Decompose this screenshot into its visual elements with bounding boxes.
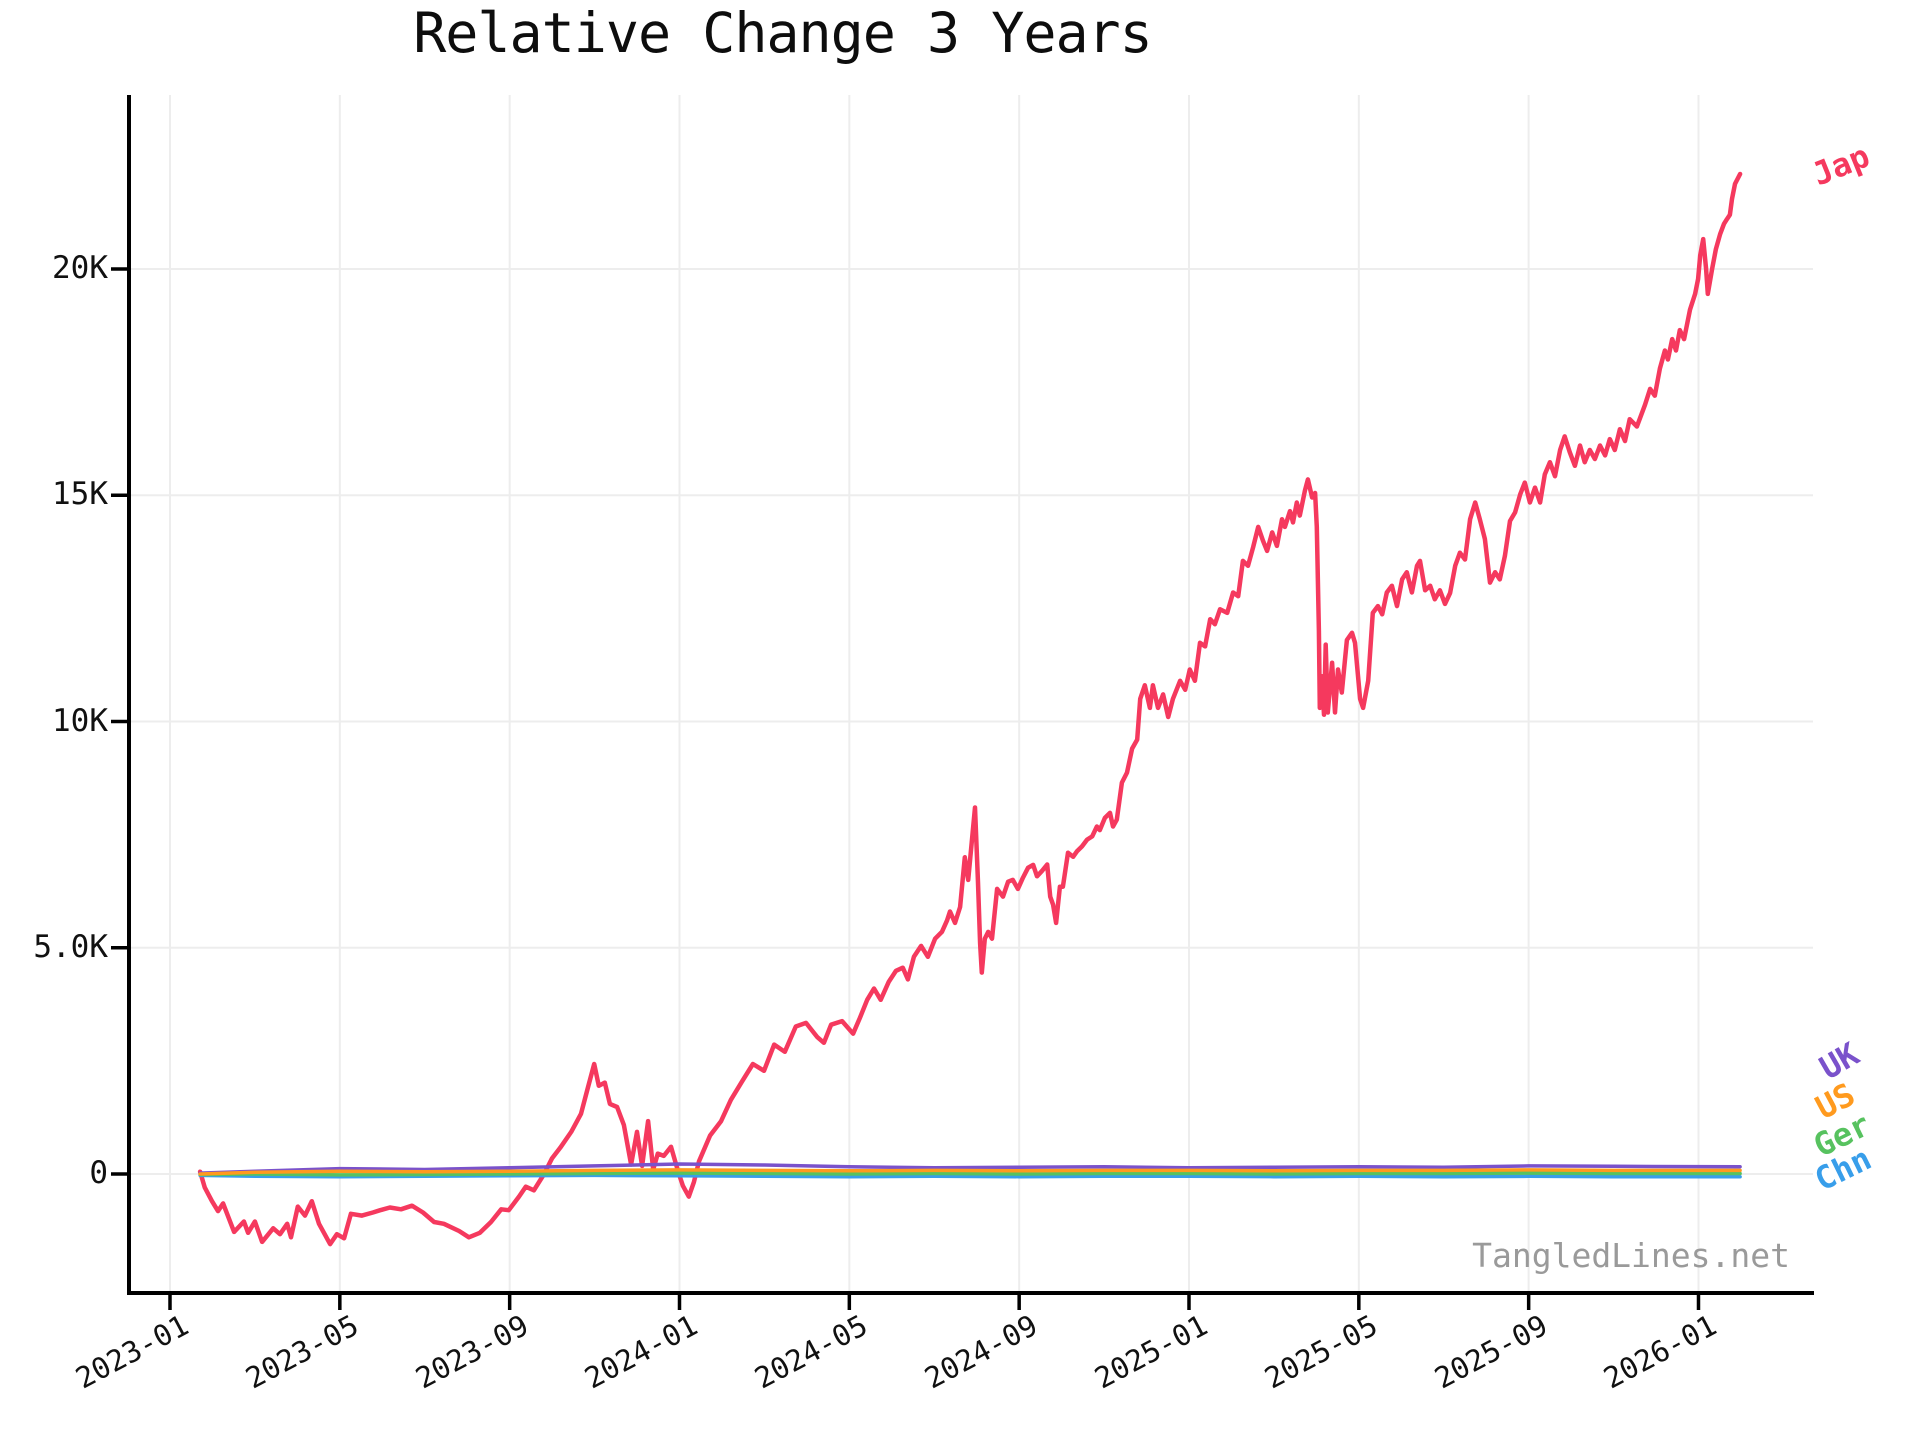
watermark: TangledLines.net	[1472, 1236, 1790, 1275]
series-line-us	[198, 1168, 1742, 1176]
y-tick-label: 20K	[52, 250, 108, 286]
y-tick-label: 15K	[52, 476, 108, 513]
y-axis-spine	[127, 95, 131, 1295]
chart-title: Relative Change 3 Years	[413, 1, 1153, 65]
series-line-ger	[198, 1171, 1742, 1177]
series-line-chn	[198, 1173, 1742, 1179]
series-line-jap	[197, 171, 1743, 1247]
series-line-uk	[198, 1162, 1742, 1175]
x-axis-spine	[127, 1291, 1814, 1295]
y-tick-label: 5.0K	[33, 928, 108, 965]
y-tick-label: 0	[89, 1155, 108, 1191]
y-tick-label: 10K	[52, 702, 108, 739]
